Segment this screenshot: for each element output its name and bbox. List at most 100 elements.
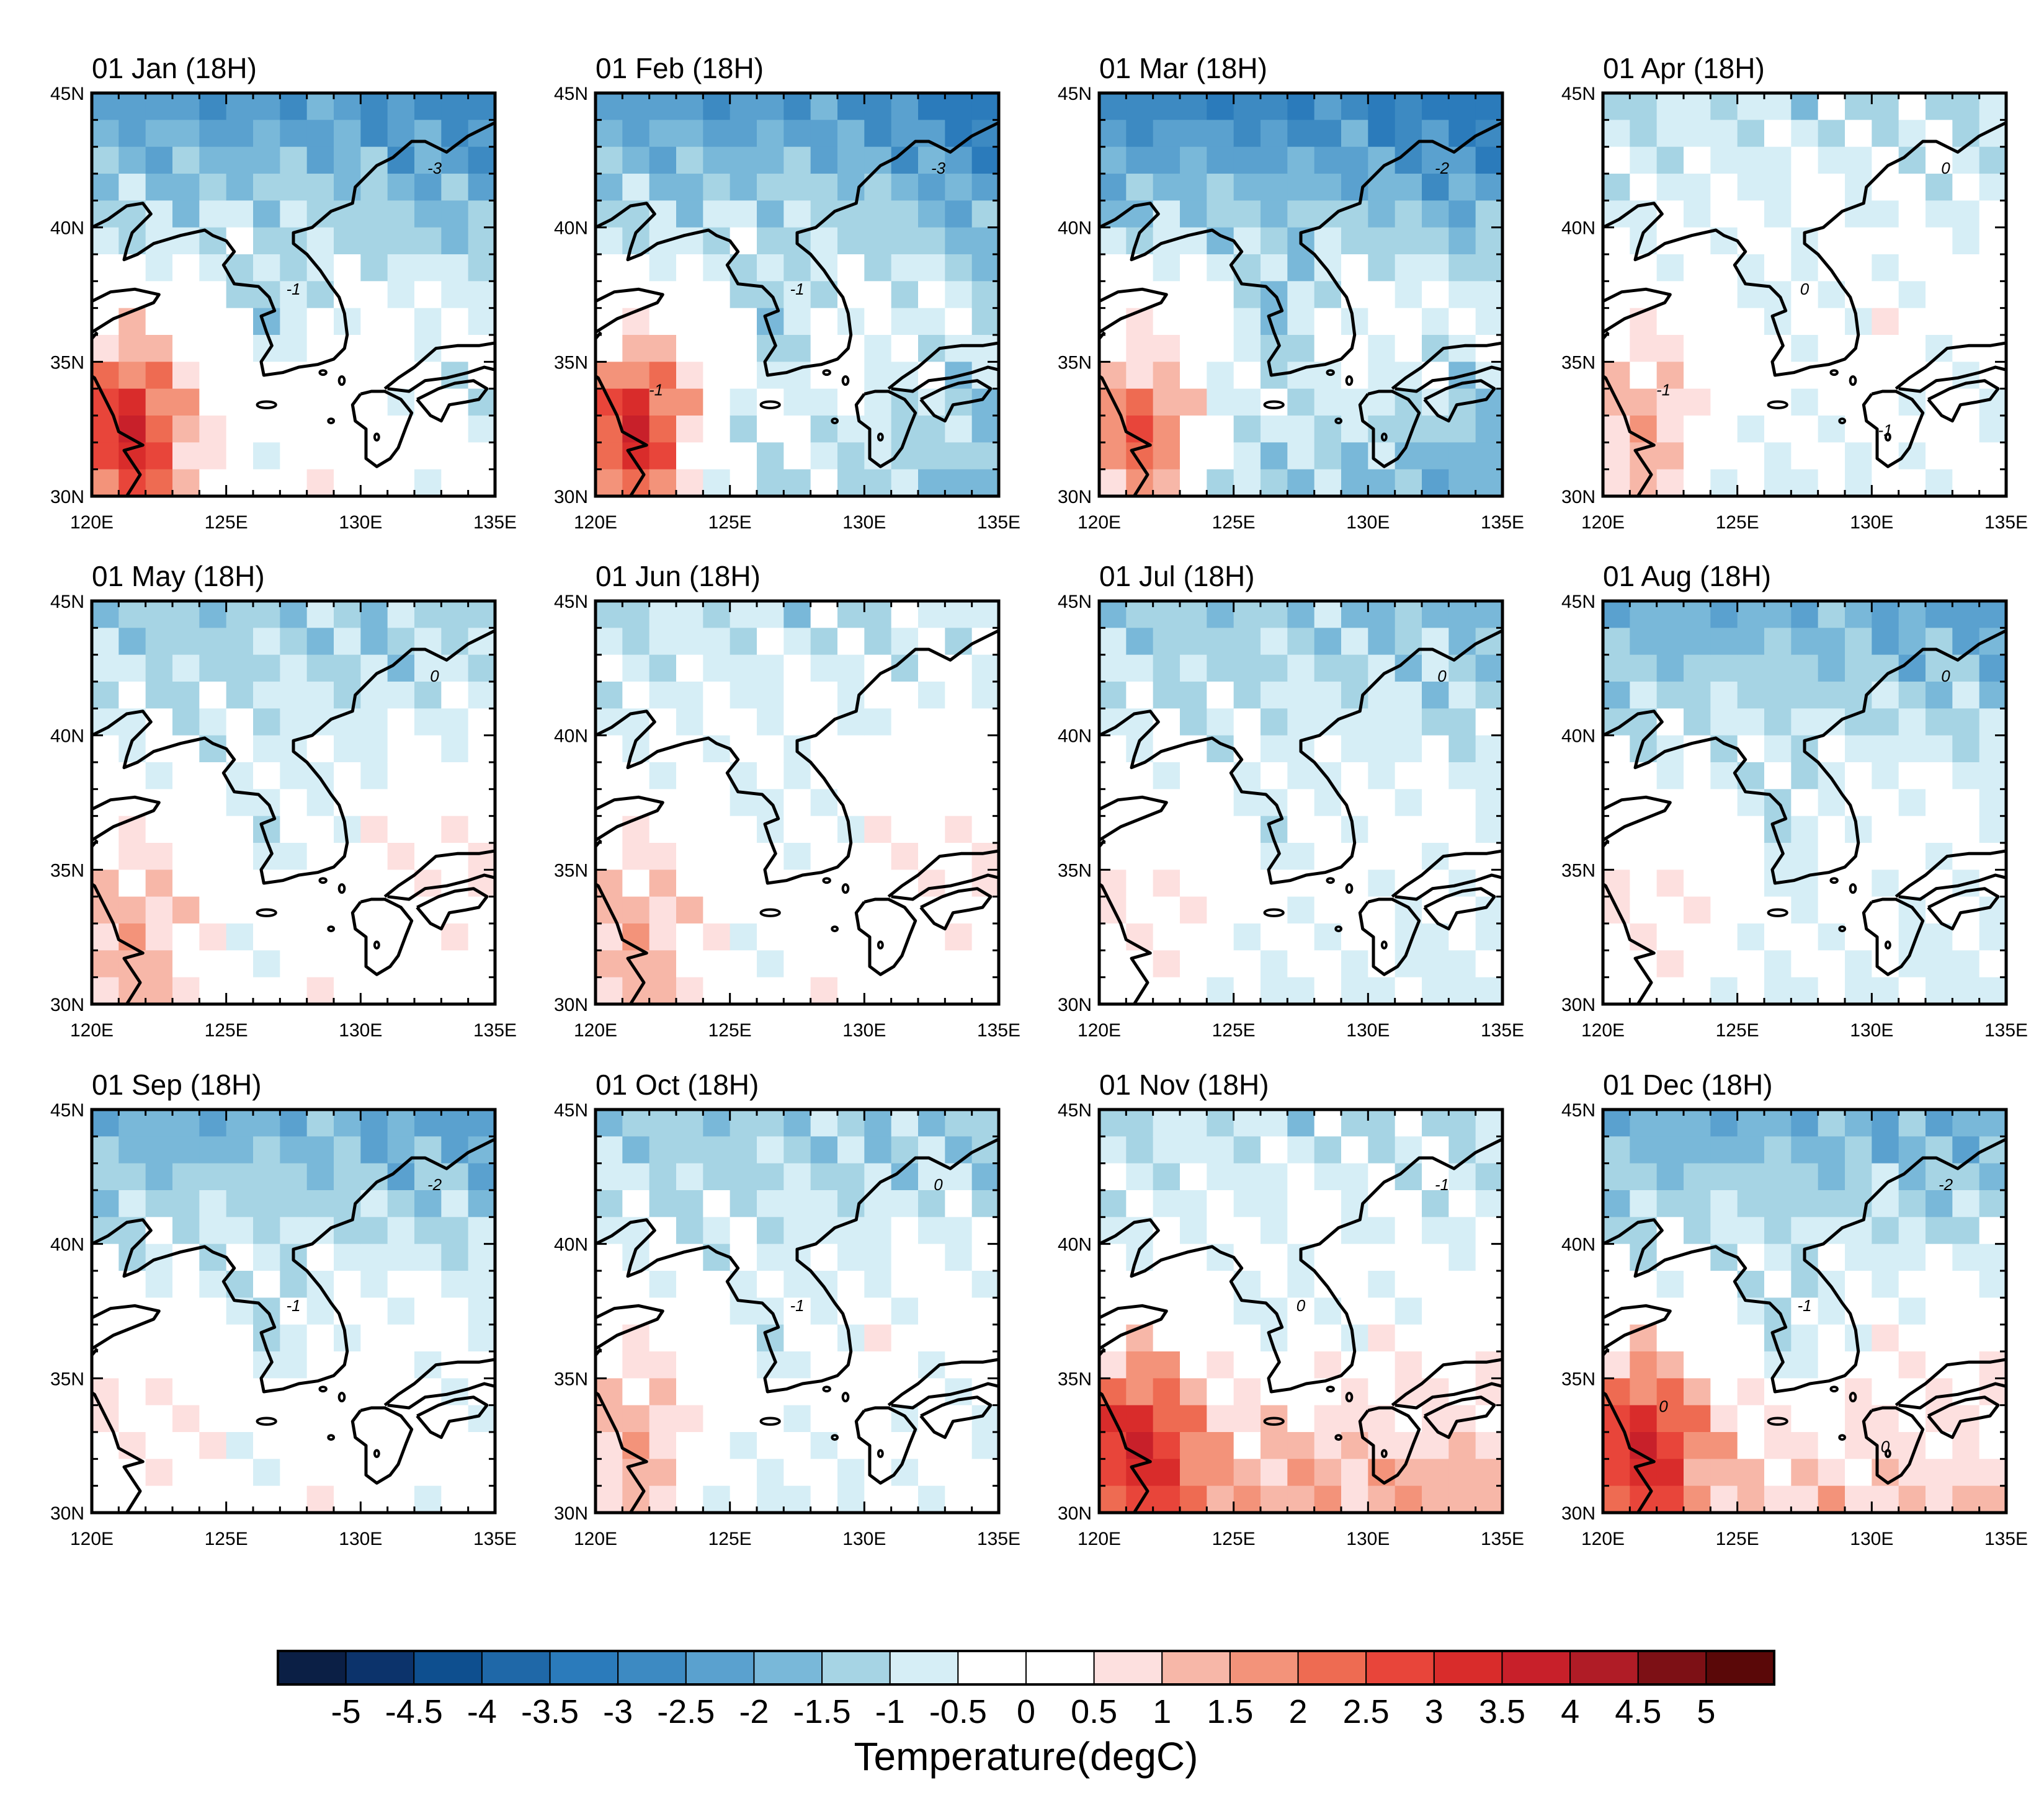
field-cell: [199, 254, 227, 282]
field-cell: [1475, 1405, 1502, 1433]
field-cell: [1872, 200, 1899, 228]
field-cell: [441, 308, 469, 336]
field-cell: [1684, 1459, 1711, 1487]
field-cell: [1422, 200, 1449, 228]
field-cell: [783, 601, 811, 628]
field-cell: [226, 469, 254, 496]
field-cell: [1180, 1324, 1207, 1352]
field-cell: [226, 93, 254, 120]
field-cell: [1422, 1217, 1449, 1245]
field-cell: [1764, 174, 1792, 201]
field-cell: [1448, 1271, 1476, 1298]
field-cell: [253, 1459, 280, 1487]
coastline: [92, 331, 145, 496]
field-cell: [172, 469, 200, 496]
colorbar-swatch: [1365, 1650, 1435, 1685]
field-cell: [1791, 1297, 1819, 1325]
field-cell: [92, 601, 119, 628]
field-cell: [757, 977, 784, 1004]
field-cell: [1979, 174, 2006, 201]
field-cell: [1898, 254, 1926, 282]
field-cell: [1926, 442, 1953, 470]
field-cell: [1448, 93, 1476, 120]
coastline: [92, 1348, 145, 1513]
field-cell: [1737, 469, 1765, 496]
field-cell: [676, 896, 703, 924]
field-cell: [1737, 1163, 1765, 1191]
field-cell: [1818, 1351, 1845, 1379]
field-cell: [945, 950, 973, 978]
field-cell: [1791, 977, 1819, 1004]
field-cell: [468, 708, 495, 736]
field-cell: [1180, 416, 1207, 443]
field-cell: [92, 362, 119, 389]
field-cell: [1979, 1297, 2006, 1325]
field-cell: [837, 601, 865, 628]
field-cell: [387, 1485, 415, 1513]
field-cell: [837, 1244, 865, 1271]
field-cell: [360, 254, 388, 282]
field-cell: [837, 735, 865, 763]
field-cell: [649, 682, 677, 709]
field-cell: [199, 1485, 227, 1513]
field-cell: [118, 120, 146, 148]
field-cell: [1475, 1190, 1502, 1217]
colorbar-swatch: [1501, 1650, 1571, 1685]
field-cell: [676, 416, 703, 443]
contour-label: 0: [1800, 280, 1810, 298]
field-cell: [703, 654, 731, 682]
field-cell: [810, 896, 838, 924]
field-cell: [810, 816, 838, 843]
field-cell: [1099, 1190, 1127, 1217]
field-cell: [649, 442, 677, 470]
field-cell: [414, 1297, 442, 1325]
field-cell: [199, 654, 227, 682]
field-cell: [1791, 1485, 1819, 1513]
field-cell: [1898, 789, 1926, 817]
field-cell: [1448, 120, 1476, 148]
field-cell: [1475, 416, 1502, 443]
field-cell: [971, 708, 999, 736]
field-cell: [1395, 1297, 1422, 1325]
field-cell: [1207, 1378, 1234, 1406]
field-cell: [1630, 1297, 1658, 1325]
field-cell: [1684, 1324, 1711, 1352]
field-cell: [1979, 708, 2006, 736]
field-cell: [1126, 174, 1154, 201]
field-cell: [1233, 923, 1261, 951]
field-cell: [441, 816, 469, 843]
field-cell: [703, 200, 731, 228]
field-cell: [1261, 227, 1288, 255]
field-cell: [1898, 1110, 1926, 1137]
field-cell: [864, 1271, 892, 1298]
field-cell: [414, 174, 442, 201]
field-cell: [468, 601, 495, 628]
field-cell: [1630, 281, 1658, 309]
field-cell: [596, 1459, 623, 1487]
field-cell: [1818, 628, 1845, 656]
field-cell: [810, 1244, 838, 1271]
field-cell: [837, 362, 865, 389]
field-cell: [783, 1432, 811, 1459]
field-cell: [1872, 1297, 1899, 1325]
field-cell: [649, 120, 677, 148]
temperature-field: [92, 93, 495, 496]
field-cell: [1180, 308, 1207, 336]
field-cell: [1126, 335, 1154, 362]
field-cell: [1261, 601, 1288, 628]
field-cell: [1341, 1405, 1368, 1433]
field-cell: [1926, 1485, 1953, 1513]
field-cell: [945, 227, 973, 255]
field-cell: [1926, 1324, 1953, 1352]
field-cell: [280, 308, 308, 336]
field-cell: [468, 735, 495, 763]
field-cell: [810, 1324, 838, 1352]
field-cell: [1422, 1110, 1449, 1137]
field-cell: [945, 1459, 973, 1487]
field-cell: [253, 174, 280, 201]
field-cell: [468, 1324, 495, 1352]
field-cell: [1764, 762, 1792, 790]
contour-label: -1: [1656, 381, 1671, 399]
field-cell: [971, 843, 999, 870]
field-cell: [1684, 1378, 1711, 1406]
